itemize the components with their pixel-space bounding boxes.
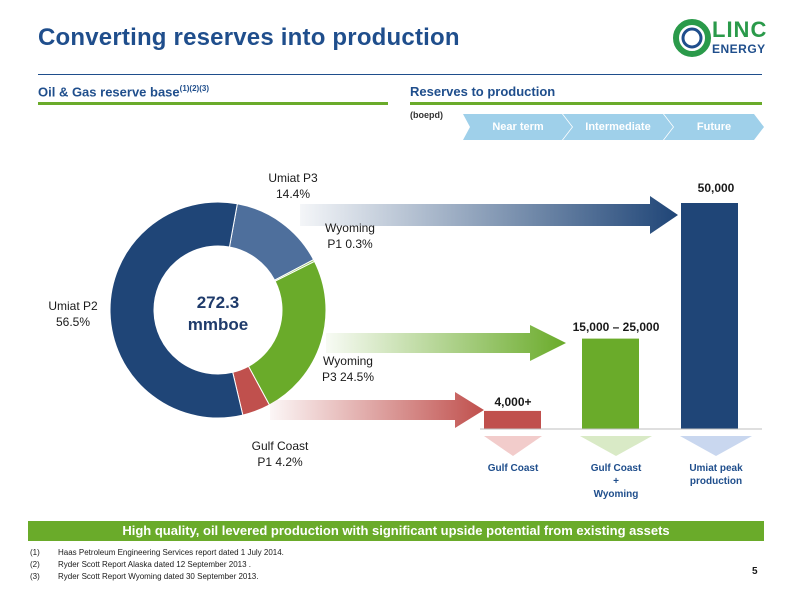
bar-gulf-coast: [484, 410, 541, 429]
reserve-base-underline: [38, 102, 388, 105]
bar-value-gulf: 4,000+: [494, 395, 532, 409]
bar-category-gulf-wyoming: Gulf Coast + Wyoming: [590, 463, 642, 500]
phase-near-term: Near term: [492, 121, 544, 133]
label-umiat-p3: Umiat P3 14.4%: [268, 171, 318, 201]
reserve-base-heading: Oil & Gas reserve base(1)(2)(3): [38, 84, 209, 100]
bar-value-gulf-wyoming: 15,000 – 25,000: [572, 320, 660, 334]
donut-total-unit: mmboe: [187, 315, 249, 334]
reflection-umiat: [680, 436, 752, 456]
header-divider: [38, 74, 762, 75]
logo-text-energy: ENERGY: [712, 42, 766, 56]
footnote-3: (3) Ryder Scott Report Wyoming dated 30 S…: [30, 572, 259, 581]
donut-total-value: 272.3: [196, 293, 240, 312]
phase-intermediate: Intermediate: [585, 121, 651, 133]
unit-label: (boepd): [410, 110, 443, 120]
phase-future: Future: [696, 121, 732, 133]
arrow-to-gulf-wyoming: [326, 325, 566, 361]
footnote-1: (1) Haas Petroleum Engineering Services r…: [30, 548, 284, 557]
reserves-to-production-underline: [410, 102, 762, 105]
reflection-gulf: [484, 436, 542, 456]
bar-category-gulf: Gulf Coast: [487, 463, 539, 474]
arrow-to-umiat: [300, 196, 678, 234]
page-title: Converting reserves into production: [38, 24, 460, 51]
reflection-gulf-wyoming: [580, 436, 652, 456]
bar-category-umiat: Umiat peak production: [689, 463, 743, 487]
donut-center-label: 272.3 mmboe: [168, 292, 268, 336]
label-wyoming-p3: Wyoming P3 24.5%: [321, 354, 375, 384]
footnote-2: (2) Ryder Scott Report Alaska dated 12 Se…: [30, 560, 252, 569]
page-number: 5: [752, 566, 758, 577]
label-gulf-coast-p1: Gulf Coast P1 4.2%: [251, 439, 309, 469]
bar-gulf-coast-wyoming: [582, 338, 639, 429]
label-umiat-p2: Umiat P2 56.5%: [48, 299, 98, 329]
reserves-to-production-heading: Reserves to production: [410, 84, 556, 99]
donut-slice-umiat-p2: [109, 201, 244, 419]
arrow-to-gulf: [270, 392, 484, 428]
summary-banner: High quality, oil levered production wit…: [28, 521, 764, 541]
label-wyoming-p1: Wyoming P1 0.3%: [325, 221, 375, 251]
bar-value-umiat: 50,000: [697, 181, 735, 195]
bar-umiat-peak: [681, 203, 738, 429]
logo-text-linc: LINC: [712, 17, 768, 42]
